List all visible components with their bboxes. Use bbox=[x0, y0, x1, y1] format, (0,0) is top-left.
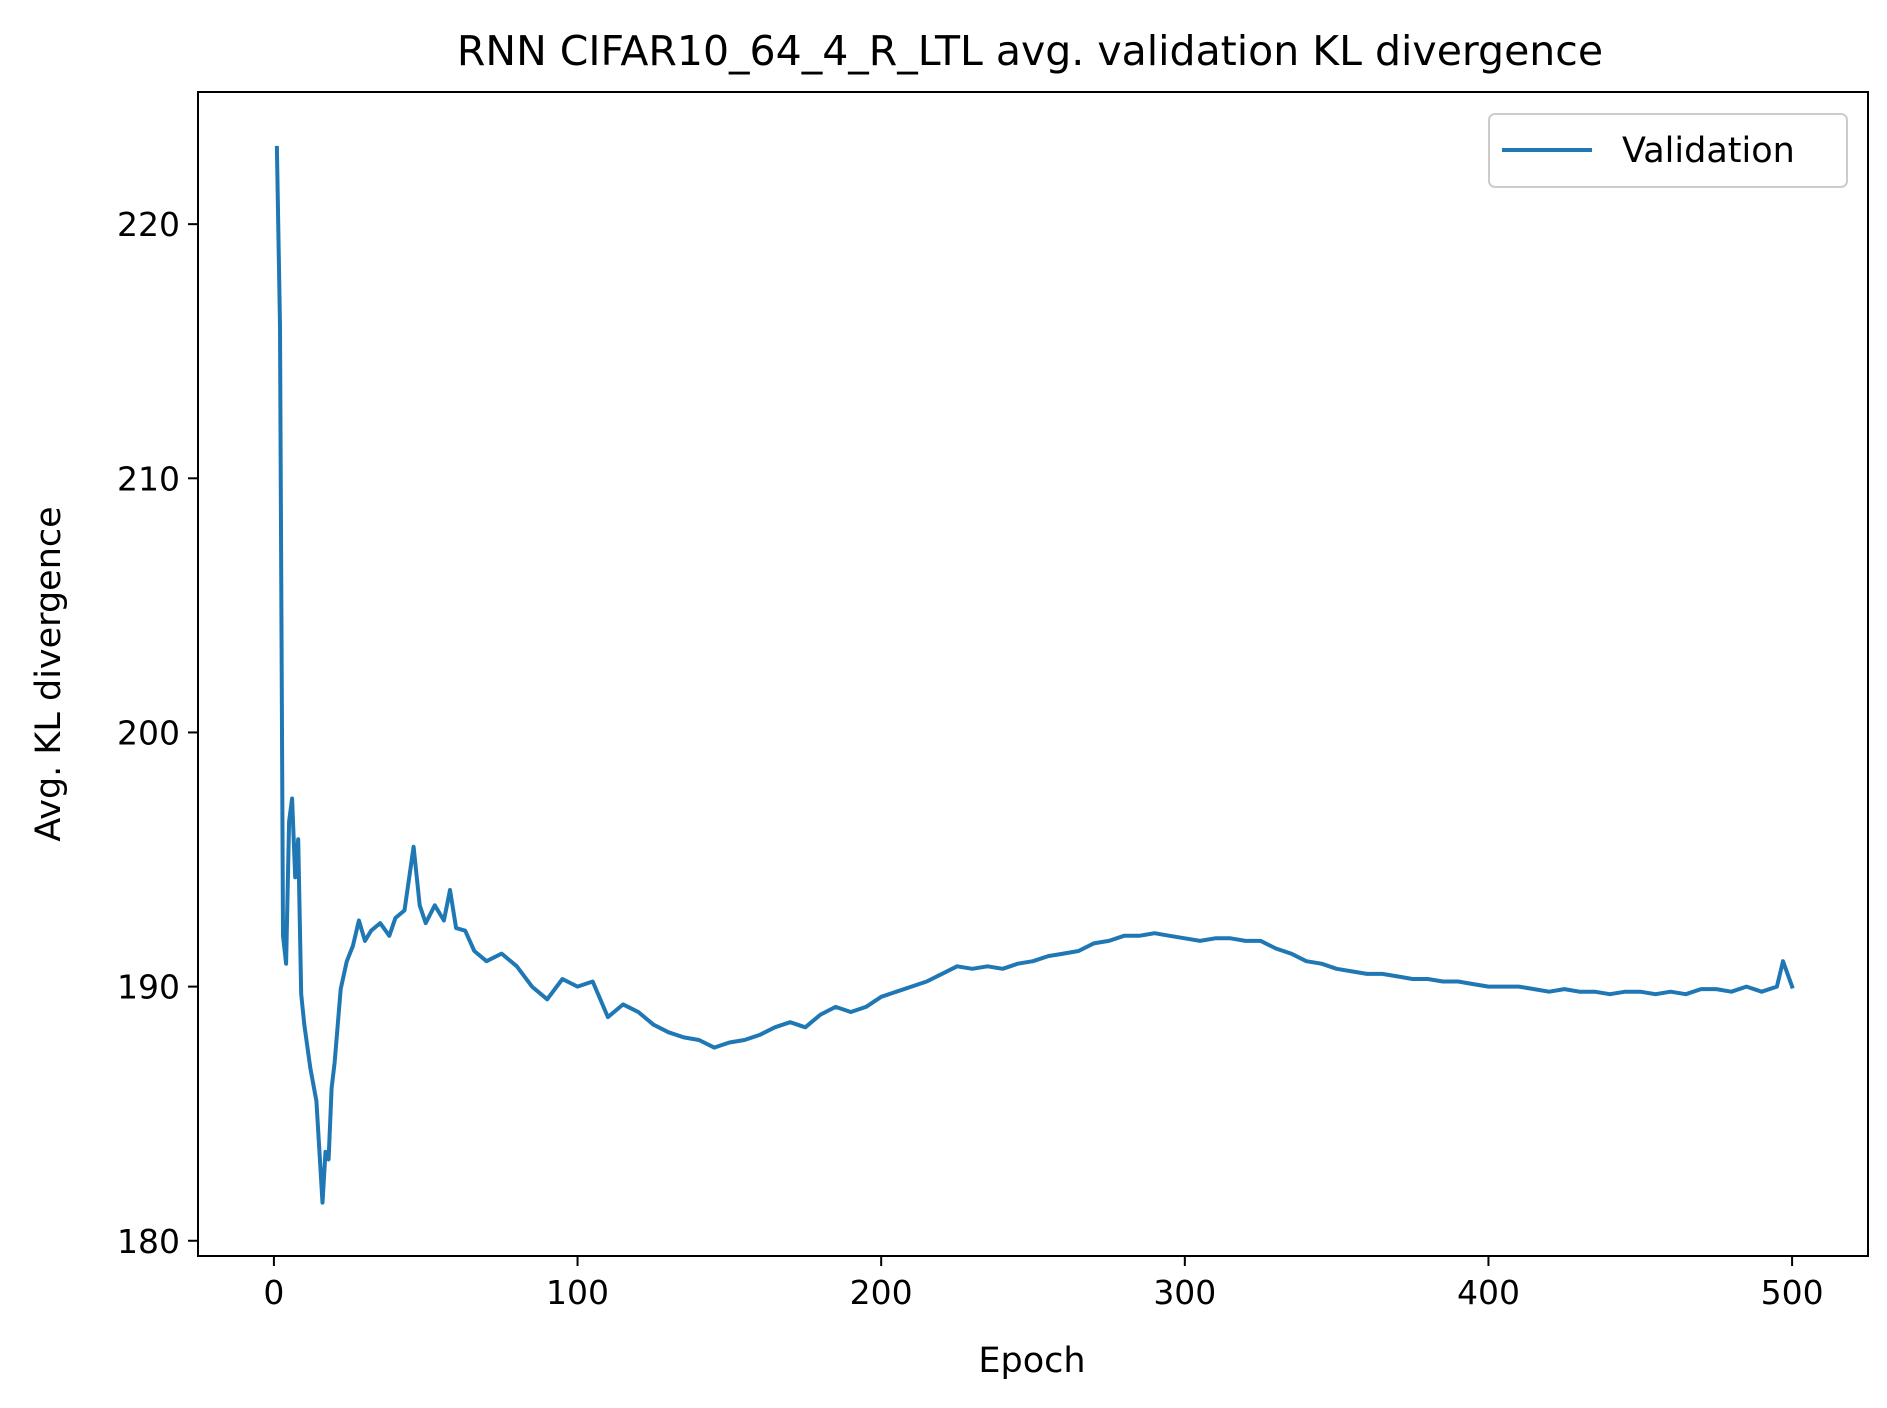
y-tick-label: 220 bbox=[117, 205, 180, 244]
y-tick-label: 180 bbox=[117, 1222, 180, 1261]
x-axis: 0 100 200 300 400 500 bbox=[263, 1256, 1824, 1312]
axes-frame bbox=[197, 91, 1869, 1257]
chart-title: RNN CIFAR10_64_4_R_LTL avg. validation K… bbox=[457, 27, 1603, 75]
y-axis: 180 190 200 210 220 bbox=[117, 205, 198, 1261]
x-tick-label: 100 bbox=[546, 1273, 609, 1312]
y-axis-label: Avg. KL divergence bbox=[29, 506, 69, 841]
legend-box bbox=[1488, 113, 1848, 188]
y-tick-label: 200 bbox=[117, 713, 180, 752]
legend-label-validation: Validation bbox=[1622, 131, 1795, 171]
x-tick-label: 400 bbox=[1457, 1273, 1520, 1312]
x-tick-label: 0 bbox=[263, 1273, 284, 1312]
plot-area bbox=[197, 91, 1869, 1257]
x-tick-label: 500 bbox=[1761, 1273, 1824, 1312]
x-tick-label: 300 bbox=[1153, 1273, 1216, 1312]
validation-series-line bbox=[274, 145, 1795, 1205]
y-tick-label: 190 bbox=[117, 968, 180, 1007]
x-tick-label: 200 bbox=[850, 1273, 913, 1312]
legend: Validation bbox=[1488, 113, 1848, 188]
y-tick-label: 210 bbox=[117, 459, 180, 498]
x-axis-label: Epoch bbox=[978, 1341, 1085, 1381]
